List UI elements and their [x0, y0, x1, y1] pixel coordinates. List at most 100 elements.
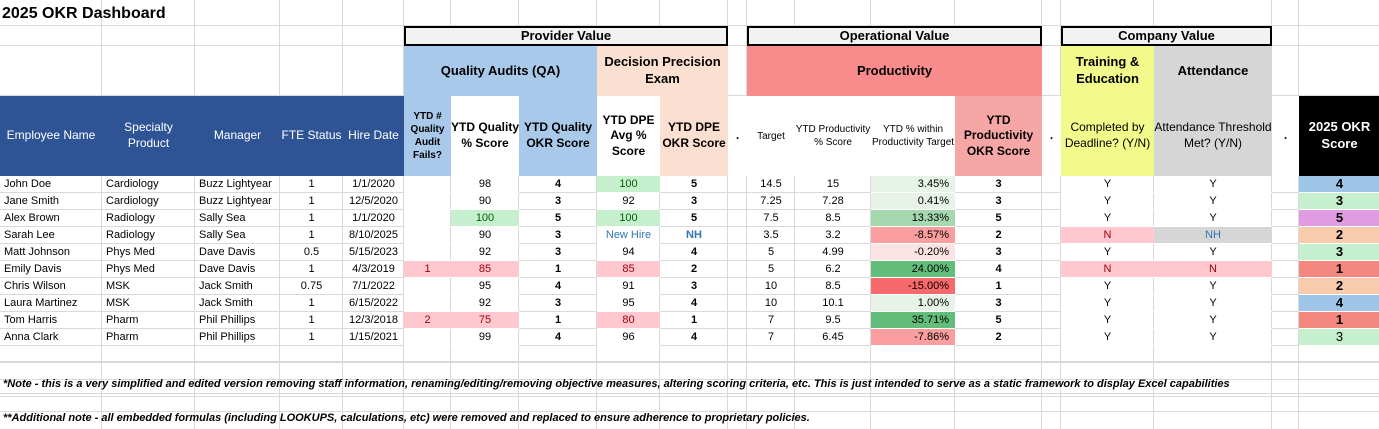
cell-prod-okr[interactable]: 1	[995, 280, 1002, 293]
cell-manager[interactable]: Jack Smith	[199, 280, 253, 293]
cell-attendance[interactable]: Y	[1154, 244, 1272, 261]
cell-hire[interactable]: 12/5/2020	[349, 195, 398, 208]
cell-qa-fails[interactable]	[404, 176, 451, 193]
cell-qa-okr[interactable]: 3	[554, 297, 562, 310]
cell-attendance[interactable]: NH	[1154, 227, 1272, 244]
cell-specialty[interactable]: Phys Med	[106, 263, 155, 276]
column-header-manager[interactable]: Manager	[195, 96, 280, 176]
cell-dpe-avg[interactable]: 100	[597, 210, 660, 227]
column-header-attendance[interactable]: Attendance Threshold Met? (Y/N)	[1154, 96, 1272, 176]
cell-target[interactable]: 5	[767, 263, 775, 276]
cell-prod[interactable]: 15	[826, 178, 840, 191]
cell-hire[interactable]: 1/1/2020	[352, 212, 395, 225]
cell-fte[interactable]: 1	[308, 195, 315, 208]
cell-target[interactable]: 7	[767, 331, 775, 344]
cell-fte[interactable]: 1	[308, 229, 315, 242]
cell-dpe-okr[interactable]: 4	[690, 331, 698, 344]
column-header-dpe-okr[interactable]: YTD DPE OKR Score	[660, 96, 728, 176]
cell-manager[interactable]: Buzz Lightyear	[199, 178, 272, 191]
column-header-dpe-avg[interactable]: YTD DPE Avg % Score	[597, 96, 660, 176]
cell-qa-score[interactable]: 90	[451, 193, 519, 210]
cell-attendance[interactable]: Y	[1154, 193, 1272, 210]
cell-dpe-avg[interactable]: 100	[597, 176, 660, 193]
column-header-sep2[interactable]: .	[1042, 96, 1061, 176]
column-header-fte[interactable]: FTE Status	[280, 96, 343, 176]
cell-within[interactable]: 35.71%	[871, 312, 955, 329]
cell-prod-okr[interactable]: 2	[995, 229, 1002, 242]
cell-dpe-avg[interactable]: New Hire	[597, 227, 660, 244]
cell-within[interactable]: -0.20%	[871, 244, 955, 261]
cell-manager[interactable]: Dave Davis	[199, 263, 256, 276]
note-1[interactable]: *Note - this is a very simplified and ed…	[3, 377, 1230, 390]
cell-fte[interactable]: 1	[308, 212, 315, 225]
subgroup-productivity[interactable]: Productivity	[747, 46, 1042, 96]
cell-dpe-okr[interactable]: 4	[690, 297, 698, 310]
note-2[interactable]: **Additional note - all embedded formula…	[3, 411, 810, 424]
cell-name[interactable]: Laura Martinez	[4, 297, 78, 310]
cell-prod[interactable]: 7.28	[822, 195, 844, 208]
cell-fte[interactable]: 1	[308, 178, 315, 191]
cell-prod-okr[interactable]: 2	[995, 331, 1002, 344]
column-header-okr[interactable]: 2025 OKR Score	[1299, 96, 1379, 176]
cell-fte[interactable]: 0.75	[300, 280, 323, 293]
cell-hire[interactable]: 1/15/2021	[349, 331, 398, 344]
cell-prod-okr[interactable]: 5	[995, 212, 1002, 225]
group-company-value[interactable]: Company Value	[1061, 26, 1272, 46]
cell-manager[interactable]: Phil Phillips	[199, 314, 256, 327]
cell-within[interactable]: -15.00%	[871, 278, 955, 295]
cell-within[interactable]: -7.86%	[871, 329, 955, 346]
cell-training[interactable]: Y	[1061, 176, 1154, 193]
cell-manager[interactable]: Dave Davis	[199, 246, 256, 259]
cell-target[interactable]: 7.25	[760, 195, 782, 208]
cell-qa-score[interactable]: 100	[451, 210, 519, 227]
cell-qa-score[interactable]: 99	[451, 329, 519, 346]
cell-prod-okr[interactable]: 3	[995, 297, 1002, 310]
cell-dpe-avg[interactable]: 94	[597, 244, 660, 261]
cell-hire[interactable]: 7/1/2022	[352, 280, 395, 293]
cell-qa-score[interactable]: 98	[451, 176, 519, 193]
cell-hire[interactable]: 4/3/2019	[352, 263, 395, 276]
cell-prod[interactable]: 8.5	[825, 212, 841, 225]
cell-within[interactable]: 13.33%	[871, 210, 955, 227]
cell-attendance[interactable]: Y	[1154, 210, 1272, 227]
cell-qa-score[interactable]: 95	[451, 278, 519, 295]
cell-dpe-avg[interactable]: 91	[597, 278, 660, 295]
cell-qa-score[interactable]: 92	[451, 295, 519, 312]
cell-dpe-okr[interactable]: NH	[686, 229, 702, 242]
cell-within[interactable]: -8.57%	[871, 227, 955, 244]
column-header-training[interactable]: Completed by Deadline? (Y/N)	[1061, 96, 1154, 176]
cell-prod-okr[interactable]: 4	[995, 263, 1002, 276]
cell-dpe-okr[interactable]: 1	[690, 314, 698, 327]
cell-hire[interactable]: 6/15/2022	[349, 297, 398, 310]
cell-name[interactable]: Sarah Lee	[4, 229, 55, 242]
cell-specialty[interactable]: MSK	[106, 280, 130, 293]
cell-name[interactable]: Anna Clark	[4, 331, 59, 344]
cell-specialty[interactable]: Radiology	[106, 212, 155, 225]
cell-okr[interactable]: 2	[1299, 278, 1379, 295]
column-header-specialty[interactable]: Specialty Product	[102, 96, 195, 176]
cell-hire[interactable]: 12/3/2018	[349, 314, 398, 327]
cell-manager[interactable]: Sally Sea	[199, 229, 246, 242]
cell-target[interactable]: 14.5	[760, 178, 782, 191]
cell-okr[interactable]: 2	[1299, 227, 1379, 244]
cell-name[interactable]: Matt Johnson	[4, 246, 71, 259]
cell-training[interactable]: Y	[1061, 244, 1154, 261]
cell-manager[interactable]: Jack Smith	[199, 297, 253, 310]
cell-qa-okr[interactable]: 5	[554, 212, 562, 225]
cell-name[interactable]: Chris Wilson	[4, 280, 66, 293]
cell-qa-score[interactable]: 92	[451, 244, 519, 261]
cell-within[interactable]: 24.00%	[871, 261, 955, 278]
cell-training[interactable]: Y	[1061, 312, 1154, 329]
cell-qa-okr[interactable]: 3	[554, 246, 562, 259]
column-header-prod[interactable]: YTD Productivity % Score	[795, 96, 871, 176]
cell-prod[interactable]: 6.2	[825, 263, 841, 276]
cell-qa-okr[interactable]: 3	[554, 229, 562, 242]
cell-name[interactable]: John Doe	[4, 178, 52, 191]
dashboard-title[interactable]: 2025 OKR Dashboard	[2, 5, 166, 23]
cell-prod[interactable]: 3.2	[825, 229, 841, 242]
cell-qa-fails[interactable]: 1	[404, 261, 451, 278]
cell-dpe-okr[interactable]: 5	[690, 212, 698, 225]
cell-name[interactable]: Emily Davis	[4, 263, 62, 276]
column-header-qa-score[interactable]: YTD Quality % Score	[451, 96, 519, 176]
